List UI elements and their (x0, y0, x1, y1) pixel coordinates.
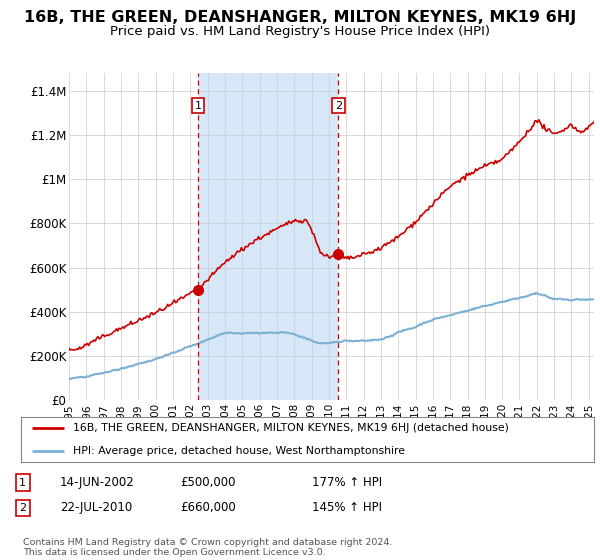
Text: £500,000: £500,000 (180, 476, 235, 489)
Text: 14-JUN-2002: 14-JUN-2002 (60, 476, 135, 489)
Text: 22-JUL-2010: 22-JUL-2010 (60, 501, 132, 515)
Text: 16B, THE GREEN, DEANSHANGER, MILTON KEYNES, MK19 6HJ: 16B, THE GREEN, DEANSHANGER, MILTON KEYN… (24, 10, 576, 25)
Text: 1: 1 (194, 101, 202, 110)
Text: £660,000: £660,000 (180, 501, 236, 515)
Text: 145% ↑ HPI: 145% ↑ HPI (312, 501, 382, 515)
Text: 177% ↑ HPI: 177% ↑ HPI (312, 476, 382, 489)
Bar (198, 73, 338, 400)
Text: 1: 1 (19, 478, 26, 488)
Text: 16B, THE GREEN, DEANSHANGER, MILTON KEYNES, MK19 6HJ (detached house): 16B, THE GREEN, DEANSHANGER, MILTON KEYN… (73, 423, 508, 433)
Text: 2: 2 (19, 503, 26, 513)
Text: HPI: Average price, detached house, West Northamptonshire: HPI: Average price, detached house, West… (73, 446, 404, 456)
Text: 2: 2 (335, 101, 342, 110)
Text: Price paid vs. HM Land Registry's House Price Index (HPI): Price paid vs. HM Land Registry's House … (110, 25, 490, 38)
Text: Contains HM Land Registry data © Crown copyright and database right 2024.
This d: Contains HM Land Registry data © Crown c… (23, 538, 392, 557)
